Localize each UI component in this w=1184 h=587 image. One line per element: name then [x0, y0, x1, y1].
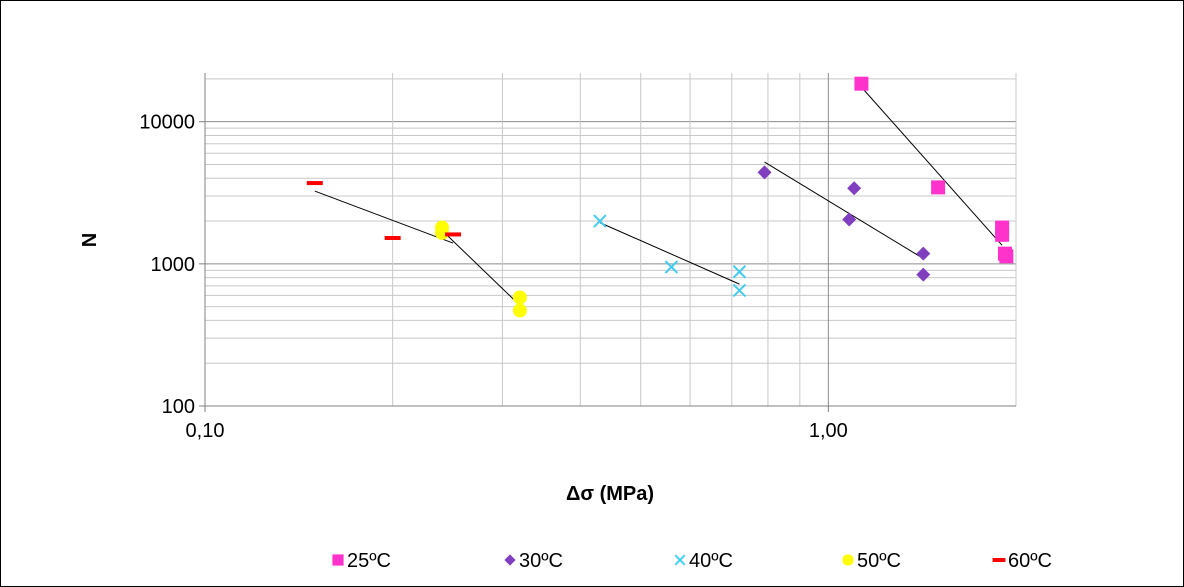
tick-labels: 100 1000 10000 0,10 1,00 — [139, 112, 847, 442]
data-points — [306, 76, 1014, 318]
legend-marker — [842, 554, 854, 566]
gridlines — [204, 73, 1017, 407]
data-point — [854, 76, 869, 91]
data-point — [306, 181, 323, 186]
legend: 25ºC 30ºC 40ºC 50ºC 60ºC — [332, 550, 1052, 572]
data-point — [384, 235, 401, 240]
data-point — [512, 303, 527, 318]
y-tick-label: 10000 — [139, 112, 195, 134]
data-point — [842, 212, 857, 227]
legend-marker — [504, 554, 516, 566]
legend-label: 60ºC — [1008, 550, 1052, 572]
legend-marker — [674, 554, 686, 566]
legend-marker — [992, 558, 1006, 562]
data-point — [847, 181, 862, 196]
trend-line — [441, 229, 521, 306]
data-point — [931, 180, 946, 195]
data-point — [995, 227, 1010, 242]
data-point — [999, 249, 1014, 264]
data-point — [757, 165, 772, 180]
data-point — [512, 290, 527, 305]
legend-label: 40ºC — [689, 550, 733, 572]
data-point — [593, 214, 607, 228]
data-point — [916, 246, 931, 261]
trend-lines — [314, 86, 1003, 306]
trend-line — [599, 222, 740, 285]
legend-label: 50ºC — [857, 550, 901, 572]
data-point — [732, 265, 747, 279]
data-point — [916, 267, 931, 282]
legend-marker — [332, 554, 344, 566]
data-point — [732, 283, 747, 298]
y-tick-label: 1000 — [151, 254, 196, 276]
trend-line — [314, 190, 454, 244]
data-point — [664, 260, 679, 274]
trend-line — [861, 86, 1003, 246]
axes — [199, 73, 1016, 412]
y-tick-label: 100 — [162, 396, 195, 418]
x-tick-label: 0,10 — [186, 420, 225, 442]
trend-line — [764, 161, 924, 259]
legend-label: 25ºC — [347, 550, 391, 572]
x-axis-title: Δσ (MPa) — [566, 483, 654, 505]
data-point — [445, 232, 462, 237]
y-axis-title: N — [79, 233, 101, 247]
legend-label: 30ºC — [519, 550, 563, 572]
x-tick-label: 1,00 — [809, 420, 848, 442]
